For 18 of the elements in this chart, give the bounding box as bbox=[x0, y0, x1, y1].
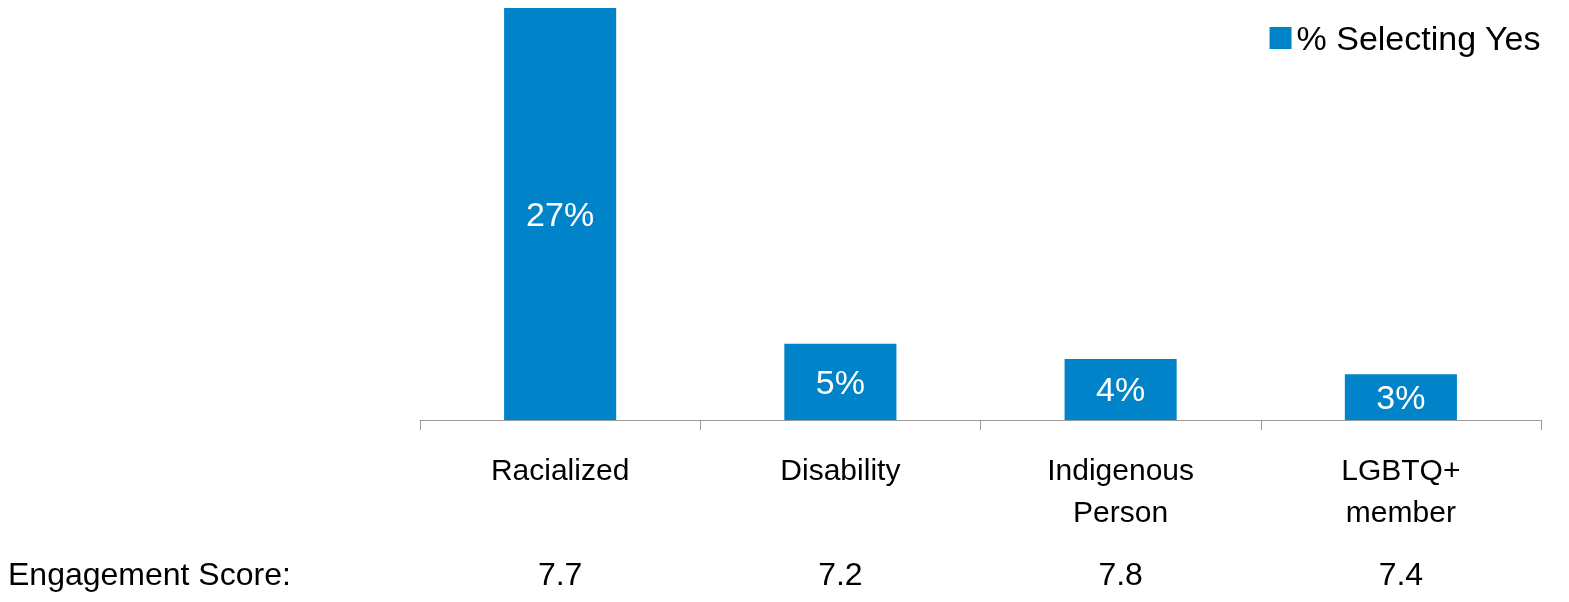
data-label: 4% bbox=[1096, 370, 1146, 409]
bar bbox=[504, 8, 617, 420]
bar bbox=[784, 343, 897, 420]
legend-label: % Selecting Yes bbox=[1296, 19, 1541, 57]
data-label: 3% bbox=[1376, 378, 1426, 417]
text: 7.4 bbox=[1378, 556, 1424, 592]
text: 7.7 bbox=[537, 556, 583, 592]
text: Engagement Score: bbox=[8, 556, 291, 592]
text: 7.8 bbox=[1098, 556, 1143, 592]
x-tick-label: LGBTQ+ member bbox=[1341, 452, 1461, 528]
data-label: 5% bbox=[815, 362, 865, 401]
bar bbox=[1344, 374, 1457, 420]
x-tick-label: Indigenous Person bbox=[1047, 452, 1195, 528]
data-label: 27% bbox=[526, 195, 595, 233]
x-tick-label: Racialized bbox=[490, 452, 630, 486]
x-tick-label: Disability bbox=[780, 452, 901, 486]
bar bbox=[1064, 358, 1177, 420]
text: 7.2 bbox=[818, 556, 863, 592]
